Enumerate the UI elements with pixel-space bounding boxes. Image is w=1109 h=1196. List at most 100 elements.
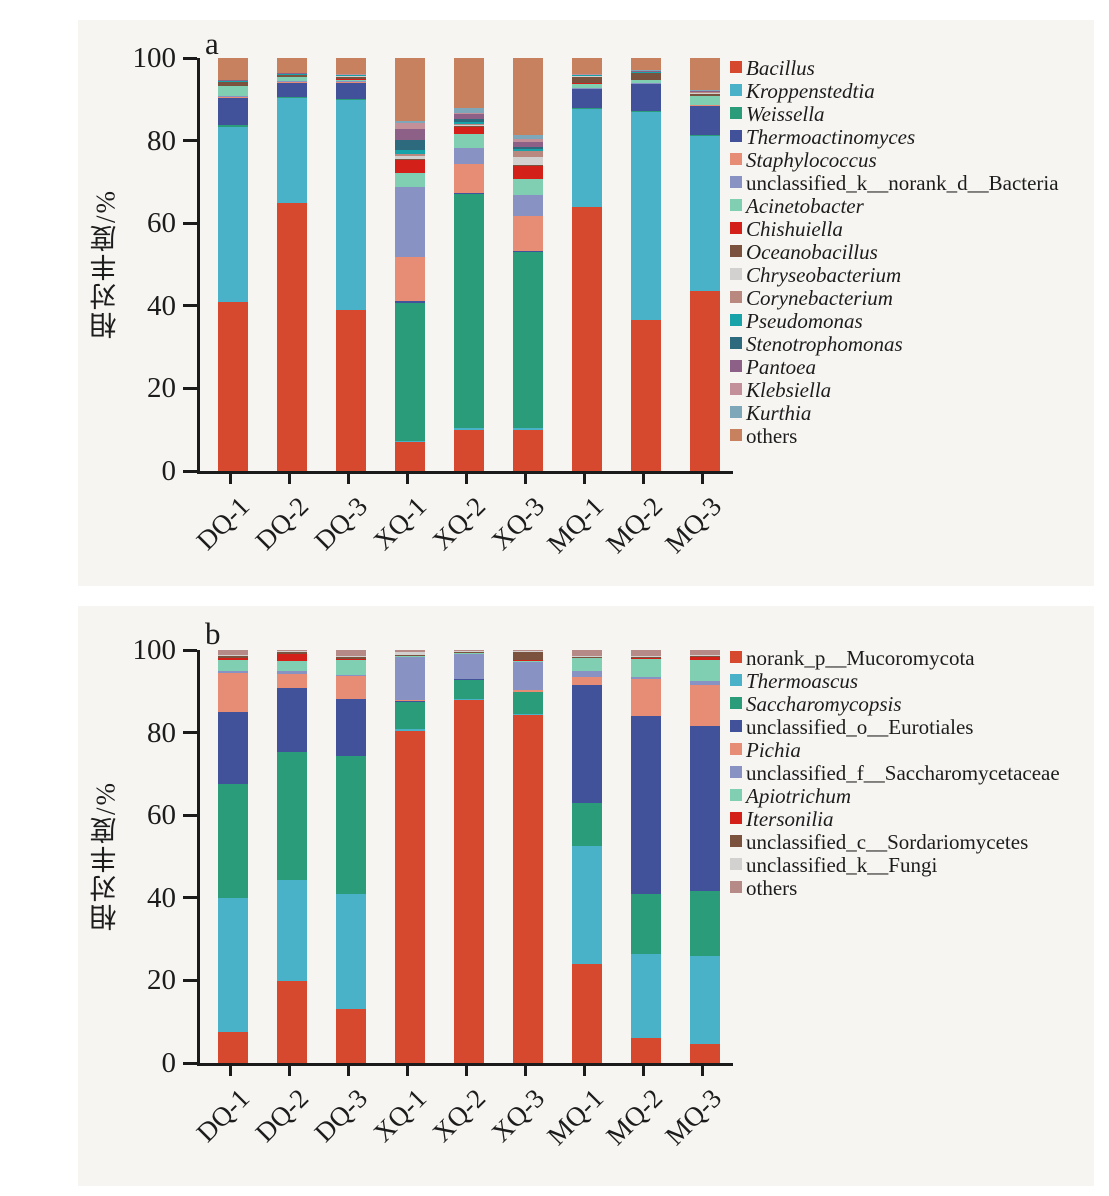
bar-XQ-3 (513, 650, 543, 1063)
segment-Weissella (454, 194, 484, 429)
segment-Kroppenstedtia (336, 100, 366, 311)
y-tick-label: 80 (147, 124, 176, 157)
x-tick-mark (523, 474, 527, 484)
legend-item: Bacillus (730, 57, 1059, 80)
legend-swatch (730, 314, 742, 326)
segment-Pichia (277, 673, 307, 688)
legend-item: unclassified_k__Fungi (730, 854, 1060, 877)
bar-MQ-1 (572, 58, 602, 471)
segment-Pseudomonas (513, 148, 543, 152)
legend-label: Kroppenstedtia (746, 79, 875, 103)
segment-Stenotrophomonas (454, 118, 484, 122)
legend-item: Acinetobacter (730, 195, 1059, 218)
segment-Itersonilia (690, 657, 720, 660)
legend-item: Pichia (730, 739, 1060, 762)
x-tick-mark (582, 474, 586, 484)
segment-unclassified_c__Sordariomycetes (218, 656, 248, 659)
segment-Acinetobacter (631, 79, 661, 84)
segment-Apiotrichum (572, 658, 602, 671)
segment-Oceanobacillus (631, 73, 661, 80)
bar-XQ-3 (513, 58, 543, 471)
segment-unclassified_o__Eurotiales (631, 716, 661, 894)
segment-unclassified_f__Saccharomycetaceae (395, 657, 425, 701)
plot-area-b (197, 650, 733, 1066)
segment-Oceanobacillus (513, 164, 543, 167)
segment-Pantoea (513, 141, 543, 147)
segment-Saccharomycopsis (395, 702, 425, 730)
segment-Chryseobacterium (690, 92, 720, 94)
segment-Klebsiella (513, 139, 543, 142)
legend-item: norank_p__Mucoromycota (730, 647, 1060, 670)
y-tick-label: 60 (147, 207, 176, 240)
legend-label: Thermoactinomyces (746, 125, 916, 149)
segment-Thermoascus (395, 729, 425, 731)
legend-swatch (730, 222, 742, 234)
segment-unclassified_o__Eurotiales (218, 711, 248, 785)
segment-Weissella (395, 303, 425, 441)
bar-XQ-1 (395, 58, 425, 471)
legend-item: Itersonilia (730, 808, 1060, 831)
segment-Saccharomycopsis (336, 756, 366, 895)
segment-Bacillus (513, 429, 543, 471)
segment-Kroppenstedtia (572, 108, 602, 208)
legend-swatch (730, 697, 742, 709)
segment-norank_p__Mucoromycota (218, 1032, 248, 1063)
legend-a: Bacillus Kroppenstedtia Weissella Thermoact… (730, 57, 1059, 448)
segment-Acinetobacter (336, 79, 366, 82)
segment-Itersonilia (336, 659, 366, 661)
plot-area-a (197, 58, 733, 474)
segment-Thermoactinomyces (277, 82, 307, 98)
segment-Itersonilia (218, 658, 248, 661)
segment-Thermoactinomyces (513, 250, 543, 253)
segment-others (631, 650, 661, 657)
segment-Weissella (631, 111, 661, 113)
legend-label: Klebsiella (746, 378, 832, 402)
segment-Pichia (631, 679, 661, 717)
segment-Bacillus (277, 203, 307, 471)
legend-label: Apiotrichum (746, 784, 851, 808)
segment-Chryseobacterium (454, 124, 484, 127)
x-tick-mark (523, 1066, 527, 1076)
segment-Acinetobacter (513, 178, 543, 196)
segment-Pichia (454, 678, 484, 680)
segment-unclassified_c__Sordariomycetes (572, 656, 602, 658)
segment-others (336, 650, 366, 657)
segment-Acinetobacter (454, 134, 484, 148)
segment-Saccharomycopsis (572, 802, 602, 847)
y-tick-mark (183, 731, 197, 735)
segment-Chryseobacterium (395, 156, 425, 159)
segment-norank_p__Mucoromycota (513, 714, 543, 1063)
segment-Corynebacterium (513, 151, 543, 158)
x-tick-mark (287, 474, 291, 484)
legend-label: Chryseobacterium (746, 263, 902, 287)
segment-Apiotrichum (454, 652, 484, 654)
legend-item: Stenotrophomonas (730, 333, 1059, 356)
segment-Pichia (395, 700, 425, 702)
segment-unclassified_c__Sordariomycetes (513, 652, 543, 661)
segment-Thermoascus (218, 897, 248, 1033)
segment-Apiotrichum (513, 660, 543, 662)
legend-swatch (730, 835, 742, 847)
segment-unclassified_o__Eurotiales (336, 698, 366, 757)
legend-item: Apiotrichum (730, 785, 1060, 808)
legend-label: Weissella (746, 102, 825, 126)
segment-Klebsiella (395, 123, 425, 130)
segment-Thermoactinomyces (395, 301, 425, 304)
segment-unclassified_o__Eurotiales (513, 691, 543, 693)
legend-label: Itersonilia (746, 807, 834, 831)
segment-Thermoascus (336, 894, 366, 1010)
segment-unclassified_f__Saccharomycetaceae (513, 661, 543, 691)
segment-unclassified_f__Saccharomycetaceae (336, 674, 366, 676)
legend-item: Staphylococcus (730, 149, 1059, 172)
segment-Saccharomycopsis (454, 680, 484, 699)
segment-Oceanobacillus (454, 126, 484, 128)
y-tick-label: 60 (147, 799, 176, 832)
y-tick-mark (183, 469, 197, 473)
segment-Pichia (336, 675, 366, 699)
segment-Staphylococcus (218, 97, 248, 99)
segment-Acinetobacter (395, 172, 425, 187)
legend-label: others (746, 424, 798, 448)
bar-MQ-2 (631, 58, 661, 471)
legend-swatch (730, 84, 742, 96)
segment-norank_p__Mucoromycota (631, 1038, 661, 1063)
